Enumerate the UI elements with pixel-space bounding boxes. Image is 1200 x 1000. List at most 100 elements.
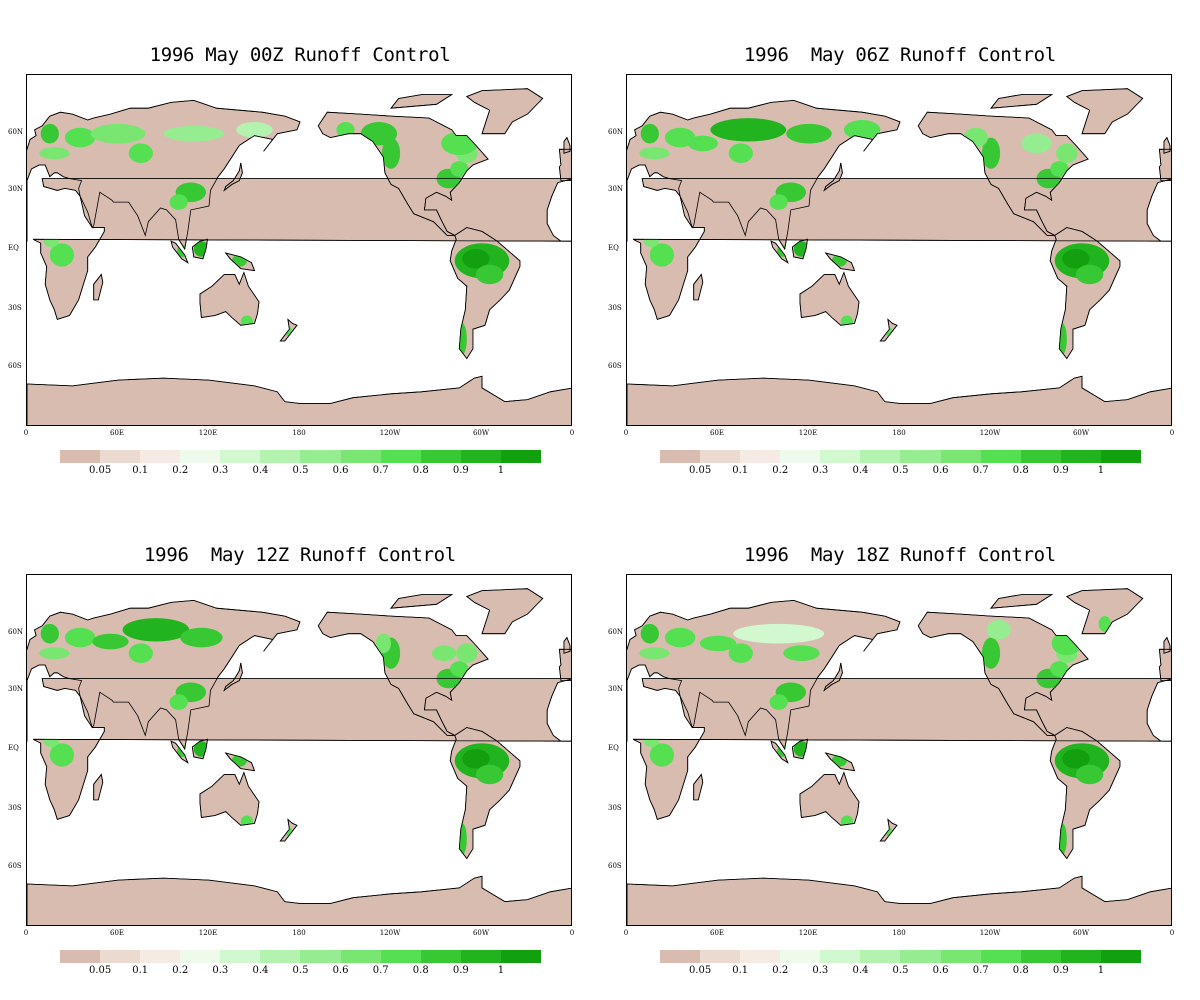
lon-label: 0 bbox=[623, 929, 629, 937]
map-panel-1: 1996 May 00Z Runoff Control 60N 30N EQ 30S 6… bbox=[0, 0, 600, 500]
lat-label: 60N bbox=[8, 628, 24, 636]
runoff-region bbox=[728, 143, 753, 163]
lat-label: 30N bbox=[8, 185, 24, 193]
coastline bbox=[990, 94, 1054, 109]
lat-label: EQ bbox=[8, 244, 19, 252]
coastline bbox=[199, 771, 260, 826]
lat-label: 30S bbox=[608, 304, 622, 312]
runoff-region bbox=[664, 127, 696, 148]
coastline bbox=[93, 273, 104, 301]
lat-label: 30N bbox=[8, 685, 24, 693]
colorbar-swatch bbox=[780, 950, 821, 963]
colorbar-swatch bbox=[500, 450, 541, 463]
lon-label: 0 bbox=[623, 429, 629, 437]
coastline bbox=[224, 752, 256, 772]
coastline bbox=[770, 740, 789, 764]
coastline bbox=[27, 875, 571, 925]
colorbar-swatch bbox=[60, 450, 101, 463]
coastline bbox=[824, 252, 856, 272]
colorbar-label: 0.8 bbox=[1012, 465, 1029, 476]
runoff-region bbox=[64, 627, 96, 648]
colorbar-label: 0.05 bbox=[688, 465, 712, 476]
coastline bbox=[465, 588, 544, 635]
lon-label: 120W bbox=[979, 929, 1001, 937]
lon-label: 0 bbox=[1169, 429, 1175, 437]
coastline bbox=[558, 148, 571, 181]
lat-label: EQ bbox=[608, 744, 619, 752]
runoff-region bbox=[1050, 161, 1069, 177]
coastline bbox=[879, 818, 898, 842]
land-antarctica bbox=[627, 375, 1171, 425]
colorbar-label: 0.6 bbox=[932, 965, 949, 976]
coastline bbox=[279, 818, 298, 842]
runoff-region bbox=[180, 627, 223, 648]
colorbar-swatch bbox=[140, 450, 181, 463]
coastline bbox=[465, 88, 544, 135]
runoff-region bbox=[475, 264, 504, 285]
coastline bbox=[693, 773, 704, 801]
runoff-region bbox=[39, 647, 70, 660]
runoff-region bbox=[169, 694, 188, 710]
colorbar-label: 0.1 bbox=[732, 465, 749, 476]
runoff-region bbox=[462, 249, 490, 269]
lon-label: 0 bbox=[1169, 929, 1175, 937]
lat-label: 30S bbox=[608, 804, 622, 812]
colorbar-swatch bbox=[100, 450, 141, 463]
coastline bbox=[917, 111, 1089, 236]
runoff-region bbox=[39, 147, 70, 160]
lon-label: 180 bbox=[892, 429, 906, 437]
map-frame bbox=[626, 74, 1172, 426]
coastline bbox=[1049, 727, 1121, 860]
coastline bbox=[32, 178, 571, 320]
land-arctic-isl bbox=[390, 94, 454, 109]
map-frame bbox=[626, 574, 1172, 926]
coastline bbox=[563, 636, 571, 654]
lat-label: EQ bbox=[608, 244, 619, 252]
runoff-region bbox=[981, 137, 1001, 169]
runoff-region bbox=[786, 123, 832, 144]
colorbar-label: 0.3 bbox=[212, 465, 229, 476]
map-panel-2: 1996 May 06Z Runoff Control 60N 30N EQ 30S 6… bbox=[600, 0, 1200, 500]
coastline bbox=[791, 738, 808, 760]
runoff-region bbox=[1075, 264, 1104, 285]
colorbar-swatch bbox=[940, 450, 981, 463]
coastline bbox=[770, 240, 789, 264]
colorbar-swatch bbox=[780, 450, 821, 463]
colorbar bbox=[660, 950, 1141, 963]
lat-label: 60N bbox=[608, 128, 624, 136]
colorbar-swatch bbox=[420, 450, 461, 463]
map-panel-4: 1996 May 18Z Runoff Control 60N 30N EQ 30S 6… bbox=[600, 500, 1200, 1000]
colorbar-label: 0.4 bbox=[852, 965, 869, 976]
runoff-field bbox=[39, 122, 510, 355]
colorbar-label: 0.5 bbox=[292, 465, 309, 476]
runoff-region bbox=[640, 623, 659, 644]
land-antarctica bbox=[27, 375, 571, 425]
colorbar-label: 1 bbox=[497, 465, 505, 476]
coastline bbox=[917, 611, 1089, 736]
coastline bbox=[170, 240, 189, 264]
colorbar-label: 0.2 bbox=[772, 465, 789, 476]
land-greenland bbox=[465, 588, 544, 635]
runoff-map bbox=[627, 88, 1171, 425]
colorbar-swatch bbox=[380, 950, 421, 963]
colorbar-label: 0.1 bbox=[132, 965, 149, 976]
lon-label: 120E bbox=[198, 429, 218, 437]
coastline bbox=[1065, 88, 1144, 135]
colorbar-label: 0.9 bbox=[1052, 465, 1069, 476]
colorbar-swatch bbox=[260, 950, 301, 963]
colorbar-label: 0.5 bbox=[892, 965, 909, 976]
colorbar-label: 0.2 bbox=[772, 965, 789, 976]
colorbar-swatch bbox=[220, 450, 261, 463]
colorbar-swatch bbox=[900, 450, 941, 463]
runoff-region bbox=[769, 694, 788, 710]
runoff-region bbox=[710, 118, 787, 142]
runoff-region bbox=[1062, 249, 1090, 269]
runoff-region bbox=[240, 815, 253, 828]
runoff-region bbox=[643, 235, 659, 248]
coastline bbox=[1163, 136, 1171, 154]
runoff-region bbox=[649, 243, 674, 267]
runoff-region bbox=[375, 633, 391, 654]
colorbar-swatch bbox=[180, 950, 221, 963]
panel-title: 1996 May 06Z Runoff Control bbox=[744, 44, 1056, 66]
colorbar-swatch bbox=[820, 450, 861, 463]
